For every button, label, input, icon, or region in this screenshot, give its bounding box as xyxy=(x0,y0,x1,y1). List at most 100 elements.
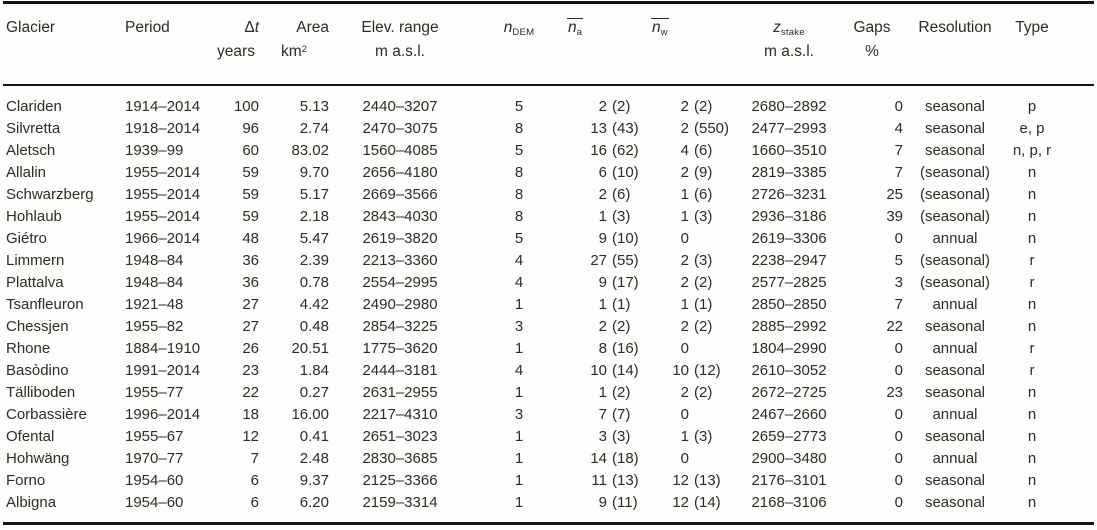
cell-n-w: 10 (12) xyxy=(651,360,737,382)
cell-z-stake: 2850–2850 xyxy=(751,296,827,313)
cell-parenthetical: (550) xyxy=(694,120,730,137)
cell-elev-range: 2444–3181 xyxy=(362,362,438,379)
spacer xyxy=(567,42,651,85)
cell-gaps: 0 xyxy=(894,362,903,379)
cell-gaps: 0 xyxy=(894,406,903,423)
cell-resolution: seasonal xyxy=(924,318,986,335)
cell-glacier: Albigna xyxy=(6,494,57,511)
cell-type: p xyxy=(1027,98,1037,115)
cell-z-stake: 2726–3231 xyxy=(751,186,827,203)
cell-period: 1954–60 xyxy=(125,494,184,511)
cell-resolution: seasonal xyxy=(924,142,986,159)
cell-type: n xyxy=(1027,230,1037,247)
cell-z-stake: 2900–3480 xyxy=(751,450,827,467)
cell-n-dem: 8 xyxy=(514,164,524,181)
a-subscript: a xyxy=(576,26,583,38)
cell-type: n, p, r xyxy=(1012,142,1052,159)
overline: na xyxy=(567,18,584,38)
cell-glacier: Corbassière xyxy=(6,406,87,423)
cell-period: 1970–77 xyxy=(125,450,184,467)
cell-number: 14 xyxy=(590,450,607,467)
cell-number: 2 xyxy=(680,384,689,401)
cell-n-a: 16 (62) xyxy=(567,140,651,162)
cell-number: 16 xyxy=(590,142,607,159)
col-header-z-stake: zstake xyxy=(737,3,841,43)
cell-type: r xyxy=(1029,362,1035,379)
cell-glacier: Schwarzberg xyxy=(6,186,94,203)
cell-z-stake: 2467–2660 xyxy=(751,406,827,423)
unit-label: km xyxy=(280,43,302,60)
cell-gaps: 0 xyxy=(894,472,903,489)
col-header-period: Period xyxy=(123,3,213,43)
spacer xyxy=(1057,42,1094,85)
cell-area: 0.41 xyxy=(299,428,329,445)
cell-glacier: Giétro xyxy=(6,230,47,247)
spacer xyxy=(1057,272,1094,294)
cell-glacier: Plattalva xyxy=(6,274,64,291)
cell-n-w: 4 (6) xyxy=(651,140,737,162)
cell-area: 1.84 xyxy=(299,362,329,379)
cell-type: e, p xyxy=(1019,120,1045,137)
cell-resolution: seasonal xyxy=(924,362,986,379)
cell-parenthetical: (2) xyxy=(694,274,713,291)
cell-n-w: 0 xyxy=(651,404,737,426)
cell-n-dem: 3 xyxy=(514,318,524,335)
cell-number: 2 xyxy=(680,98,689,115)
n-variable: n xyxy=(652,19,661,36)
cell-number: 2 xyxy=(680,274,689,291)
cell-glacier: Allalin xyxy=(6,164,47,181)
cell-dt: 6 xyxy=(250,494,259,511)
spacer xyxy=(1057,118,1094,140)
cell-n-dem: 8 xyxy=(514,208,524,225)
cell-resolution: annual xyxy=(932,230,978,247)
cell-resolution: annual xyxy=(932,296,978,313)
table-row: Limmern 1948–84 36 2.39 2213–3360 4 27 (55) 2 (3)… xyxy=(3,250,1094,272)
cell-type: n xyxy=(1027,472,1037,489)
cell-number: 12 xyxy=(672,472,689,489)
cell-period: 1954–60 xyxy=(125,472,184,489)
cell-parenthetical: (55) xyxy=(612,252,639,269)
cell-area: 0.48 xyxy=(299,318,329,335)
cell-glacier: Rhone xyxy=(6,340,51,357)
cell-type: r xyxy=(1029,252,1035,269)
cell-n-w: 1 (3) xyxy=(651,426,737,448)
cell-number: 9 xyxy=(598,274,607,291)
cell-glacier: Limmern xyxy=(6,252,65,269)
cell-parenthetical: (3) xyxy=(694,208,713,225)
cell-gaps: 0 xyxy=(894,450,903,467)
cell-period: 1884–1910 xyxy=(125,340,201,357)
cell-resolution: seasonal xyxy=(924,472,986,489)
cell-resolution: seasonal xyxy=(924,494,986,511)
cell-dt: 96 xyxy=(242,120,259,137)
cell-area: 6.20 xyxy=(299,494,329,511)
cell-z-stake: 2577–2825 xyxy=(751,274,827,291)
cell-z-stake: 2176–3101 xyxy=(751,472,827,489)
stake-subscript: stake xyxy=(780,26,805,38)
cell-parenthetical: (16) xyxy=(612,340,639,357)
cell-type: n xyxy=(1027,406,1037,423)
cell-parenthetical: (3) xyxy=(694,252,713,269)
cell-n-a: 6 (10) xyxy=(567,162,651,184)
cell-n-w: 0 xyxy=(651,228,737,250)
cell-parenthetical: (3) xyxy=(612,428,631,445)
cell-n-w: 2 (2) xyxy=(651,382,737,404)
cell-elev-range: 2669–3566 xyxy=(362,186,438,203)
cell-elev-range: 2656–4180 xyxy=(362,164,438,181)
cell-number: 6 xyxy=(598,164,607,181)
t-variable: t xyxy=(254,19,259,36)
col-header-elev-range: Elev. range xyxy=(329,3,471,43)
cell-dt: 23 xyxy=(242,362,259,379)
cell-n-a: 8 (16) xyxy=(567,338,651,360)
cell-parenthetical: (2) xyxy=(612,98,631,115)
cell-resolution: annual xyxy=(932,340,978,357)
cell-period: 1966–2014 xyxy=(125,230,201,247)
cell-n-w: 2 (3) xyxy=(651,250,737,272)
cell-area: 0.78 xyxy=(299,274,329,291)
table-row: Aletsch 1939–99 60 83.02 1560–4085 5 16 (62) 4 (6… xyxy=(3,140,1094,162)
cell-dt: 7 xyxy=(250,450,259,467)
cell-n-dem: 1 xyxy=(514,384,524,401)
cell-number: 0 xyxy=(680,230,689,247)
cell-n-a: 1 (2) xyxy=(567,382,651,404)
cell-n-a: 7 (7) xyxy=(567,404,651,426)
cell-type: n xyxy=(1027,164,1037,181)
